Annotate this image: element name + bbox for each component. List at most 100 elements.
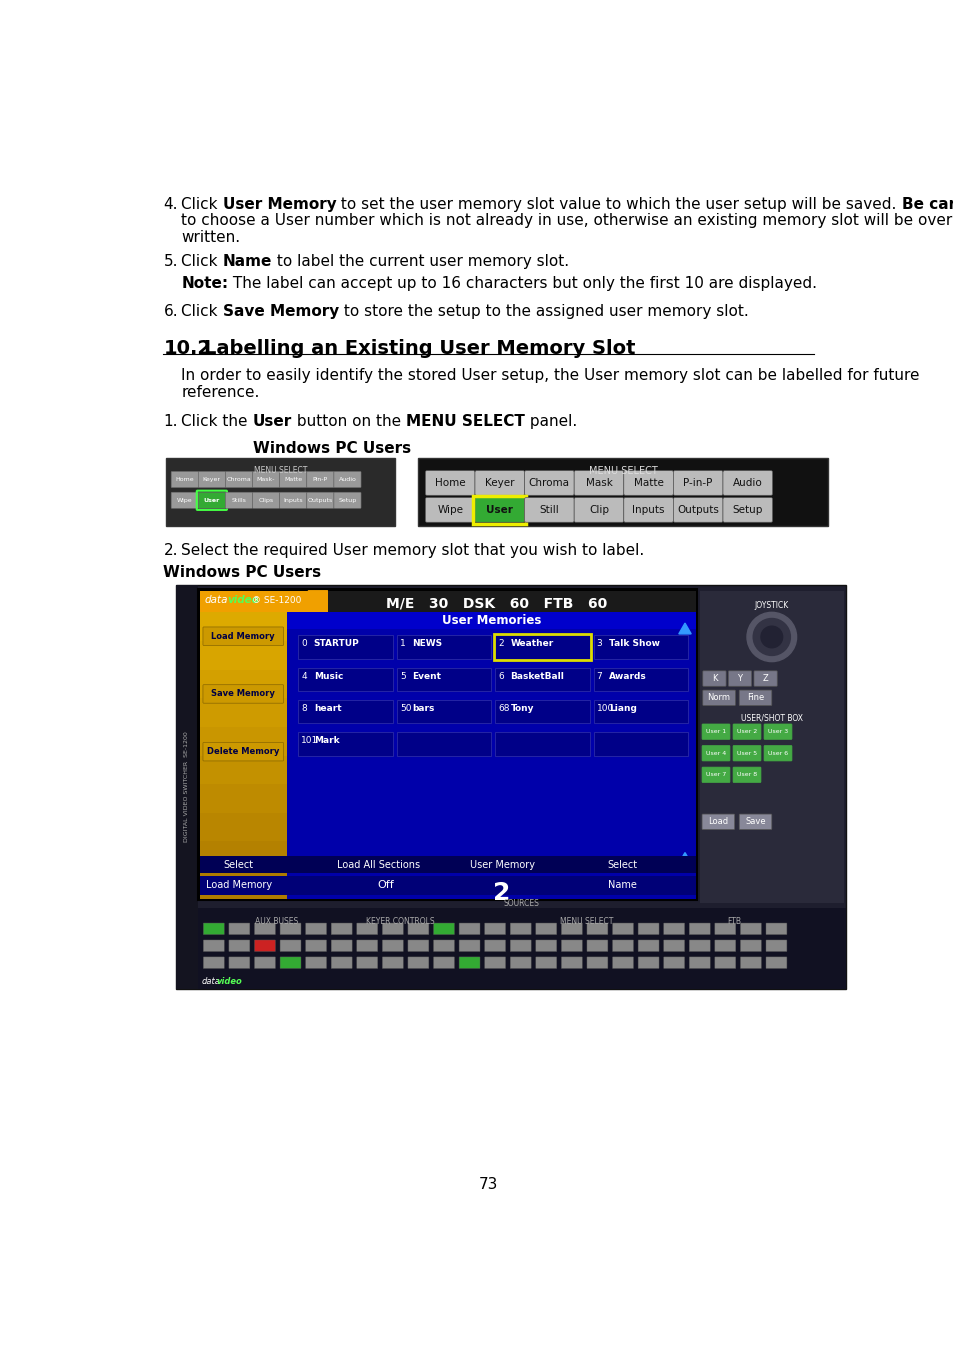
- FancyBboxPatch shape: [510, 923, 531, 935]
- FancyBboxPatch shape: [334, 492, 360, 509]
- FancyBboxPatch shape: [408, 940, 429, 951]
- Text: 5: 5: [399, 672, 405, 681]
- FancyBboxPatch shape: [229, 940, 250, 951]
- Text: Off: Off: [377, 880, 394, 890]
- Bar: [593, 733, 687, 755]
- FancyBboxPatch shape: [714, 956, 735, 969]
- FancyBboxPatch shape: [203, 742, 283, 761]
- FancyBboxPatch shape: [305, 923, 326, 935]
- Text: bars: bars: [412, 704, 435, 714]
- Bar: [175, 584, 845, 989]
- Text: Load Memory: Load Memory: [212, 631, 274, 641]
- Text: written.: written.: [181, 231, 240, 246]
- Text: Z: Z: [762, 674, 768, 683]
- FancyBboxPatch shape: [732, 768, 760, 782]
- FancyBboxPatch shape: [688, 956, 709, 969]
- Text: User 6: User 6: [767, 751, 787, 755]
- FancyBboxPatch shape: [433, 923, 454, 935]
- FancyBboxPatch shape: [701, 768, 729, 782]
- FancyBboxPatch shape: [408, 956, 429, 969]
- Text: User 2: User 2: [736, 730, 757, 734]
- FancyBboxPatch shape: [458, 923, 479, 935]
- FancyBboxPatch shape: [722, 471, 772, 495]
- FancyBboxPatch shape: [382, 956, 403, 969]
- FancyBboxPatch shape: [280, 956, 301, 969]
- Text: Keyer: Keyer: [484, 478, 514, 488]
- Text: 7: 7: [596, 672, 601, 681]
- Bar: [199, 699, 286, 727]
- Text: Save Memory: Save Memory: [212, 689, 274, 699]
- FancyBboxPatch shape: [458, 956, 479, 969]
- Text: Liang: Liang: [608, 704, 637, 714]
- FancyBboxPatch shape: [334, 471, 360, 487]
- Text: data: data: [201, 977, 220, 986]
- Text: Y: Y: [737, 674, 741, 683]
- Text: Name: Name: [607, 880, 636, 890]
- FancyBboxPatch shape: [714, 923, 735, 935]
- Text: to store the setup to the assigned user memory slot.: to store the setup to the assigned user …: [338, 305, 748, 320]
- FancyBboxPatch shape: [254, 923, 275, 935]
- Text: P-in-P: P-in-P: [682, 478, 712, 488]
- FancyBboxPatch shape: [714, 940, 735, 951]
- Bar: [593, 668, 687, 691]
- FancyBboxPatch shape: [279, 492, 307, 509]
- FancyBboxPatch shape: [225, 492, 253, 509]
- Text: Mask: Mask: [585, 478, 612, 488]
- FancyBboxPatch shape: [280, 923, 301, 935]
- Bar: [199, 876, 695, 894]
- Bar: [199, 755, 286, 784]
- Text: Select: Select: [606, 859, 637, 870]
- Text: Music: Music: [314, 672, 343, 681]
- Text: Event: Event: [412, 672, 440, 681]
- Text: 5.: 5.: [163, 254, 178, 270]
- FancyBboxPatch shape: [524, 498, 574, 522]
- FancyBboxPatch shape: [484, 956, 505, 969]
- Text: Labelling an Existing User Memory Slot: Labelling an Existing User Memory Slot: [204, 339, 635, 357]
- Text: 1: 1: [399, 639, 405, 649]
- Polygon shape: [308, 591, 328, 612]
- Text: Outputs: Outputs: [308, 498, 333, 503]
- Bar: [495, 733, 589, 755]
- Text: Tony: Tony: [510, 704, 534, 714]
- Bar: [199, 641, 286, 669]
- Text: 3: 3: [596, 639, 601, 649]
- FancyBboxPatch shape: [536, 923, 557, 935]
- Text: 2.: 2.: [163, 544, 178, 558]
- Bar: [699, 591, 843, 902]
- Text: Select: Select: [223, 859, 253, 870]
- Text: Load Memory: Load Memory: [205, 880, 272, 890]
- FancyBboxPatch shape: [732, 724, 760, 739]
- Text: Inputs: Inputs: [632, 505, 664, 515]
- Text: AUX BUSES: AUX BUSES: [254, 917, 298, 927]
- Text: BasketBall: BasketBall: [510, 672, 564, 681]
- FancyBboxPatch shape: [307, 492, 334, 509]
- FancyBboxPatch shape: [203, 956, 224, 969]
- Text: 1.: 1.: [163, 414, 178, 429]
- Bar: [593, 635, 687, 658]
- FancyBboxPatch shape: [728, 670, 751, 687]
- Bar: [495, 668, 589, 691]
- FancyBboxPatch shape: [765, 956, 786, 969]
- FancyBboxPatch shape: [638, 956, 659, 969]
- FancyBboxPatch shape: [510, 956, 531, 969]
- FancyBboxPatch shape: [688, 923, 709, 935]
- Text: Chroma: Chroma: [528, 478, 569, 488]
- Circle shape: [746, 612, 796, 661]
- Bar: [396, 635, 491, 658]
- FancyBboxPatch shape: [701, 813, 734, 830]
- FancyBboxPatch shape: [425, 498, 475, 522]
- Bar: [298, 733, 393, 755]
- Text: 100: 100: [596, 704, 614, 714]
- FancyBboxPatch shape: [229, 923, 250, 935]
- Text: User Memories: User Memories: [441, 614, 540, 627]
- Text: FTB: FTB: [726, 917, 740, 927]
- FancyBboxPatch shape: [740, 923, 760, 935]
- Text: Load: Load: [707, 817, 728, 827]
- FancyBboxPatch shape: [307, 471, 334, 487]
- Text: 0: 0: [301, 639, 307, 649]
- Text: heart: heart: [314, 704, 341, 714]
- FancyBboxPatch shape: [753, 670, 777, 687]
- FancyBboxPatch shape: [382, 923, 403, 935]
- FancyBboxPatch shape: [536, 956, 557, 969]
- Text: K: K: [711, 674, 717, 683]
